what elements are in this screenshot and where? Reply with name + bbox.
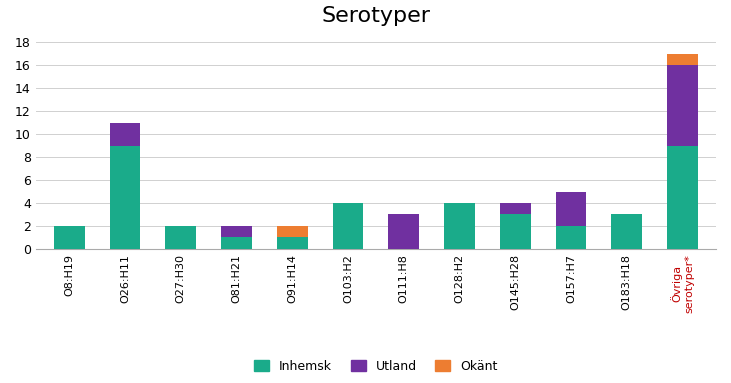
Bar (221, 237, 251, 249)
Bar (54, 226, 85, 249)
Bar (556, 192, 586, 226)
Bar (444, 203, 475, 249)
Bar (667, 65, 698, 146)
Bar (110, 146, 140, 249)
Bar (500, 203, 531, 214)
Bar (667, 54, 698, 65)
Bar (500, 214, 531, 249)
Bar (277, 226, 308, 237)
Title: Serotyper: Serotyper (322, 6, 431, 26)
Bar (221, 226, 251, 237)
Bar (556, 226, 586, 249)
Bar (388, 214, 419, 249)
Bar (333, 203, 363, 249)
Bar (277, 237, 308, 249)
Bar (667, 146, 698, 249)
Bar (611, 214, 642, 249)
Bar (165, 226, 196, 249)
Legend: Inhemsk, Utland, Okänt: Inhemsk, Utland, Okänt (249, 355, 503, 378)
Bar (110, 123, 140, 146)
